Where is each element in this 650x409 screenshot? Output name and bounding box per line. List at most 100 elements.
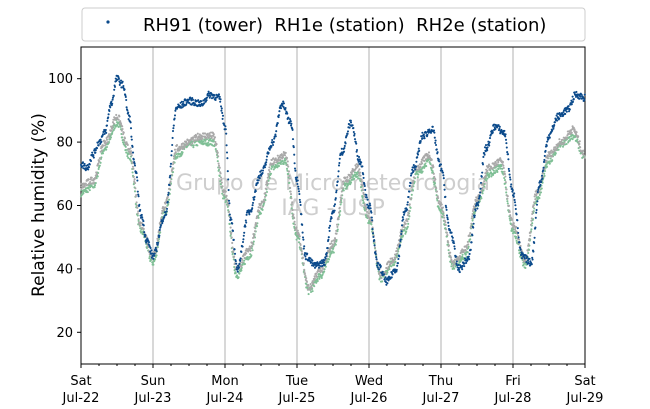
data-point (227, 188, 230, 192)
data-point (501, 170, 505, 173)
data-point (494, 128, 497, 131)
data-point (309, 288, 312, 291)
data-point (295, 226, 298, 229)
data-point (171, 163, 175, 166)
data-point (132, 158, 135, 161)
data-point (163, 216, 166, 219)
data-point (233, 255, 236, 258)
data-point (117, 125, 120, 129)
data-point (290, 122, 293, 125)
data-point (289, 190, 292, 193)
data-point (240, 265, 243, 268)
data-point (493, 165, 497, 168)
data-point (503, 170, 506, 173)
data-point (81, 161, 85, 164)
data-point (142, 227, 145, 231)
data-point (203, 132, 207, 135)
data-point (225, 151, 229, 154)
data-point (509, 185, 512, 188)
data-point (506, 197, 509, 200)
data-point (441, 169, 444, 172)
data-point (110, 129, 113, 132)
data-point (310, 284, 313, 287)
data-point (137, 210, 140, 213)
data-point (333, 237, 337, 240)
data-point (363, 195, 366, 198)
data-point (515, 226, 518, 229)
data-point (449, 251, 452, 254)
data-point (436, 195, 439, 198)
data-point (407, 211, 410, 214)
data-point (261, 171, 264, 175)
data-point (155, 250, 158, 253)
y-tick-label: 20 (56, 326, 73, 341)
data-point (231, 222, 234, 225)
data-point (533, 207, 536, 210)
data-point (212, 96, 215, 99)
data-point (360, 161, 363, 164)
data-point (440, 203, 443, 206)
y-axis: 20 40 60 80 100 (48, 72, 81, 341)
data-point (231, 246, 234, 249)
data-point (339, 201, 342, 204)
data-point (99, 157, 102, 160)
data-point (126, 109, 129, 112)
data-point (297, 185, 300, 188)
data-point (281, 156, 285, 159)
data-point (470, 217, 473, 220)
data-point (243, 262, 247, 266)
data-point (232, 249, 235, 253)
data-point (430, 158, 433, 161)
data-point (165, 213, 168, 216)
data-point (205, 136, 208, 139)
data-point (127, 111, 130, 114)
data-point (321, 262, 324, 265)
data-point (490, 175, 493, 178)
data-point (510, 183, 513, 186)
data-point (348, 126, 351, 129)
data-point (483, 152, 486, 155)
data-point (203, 142, 207, 145)
data-point (198, 103, 201, 106)
data-point (355, 173, 359, 176)
data-point (272, 157, 275, 160)
data-point (190, 99, 193, 102)
data-point (94, 176, 97, 179)
data-point (438, 160, 441, 163)
data-point (85, 164, 88, 167)
data-point (89, 180, 92, 184)
data-point (221, 114, 225, 117)
data-point (509, 219, 512, 222)
data-point (131, 162, 134, 165)
data-point (245, 213, 248, 216)
data-point (92, 154, 95, 157)
data-point (297, 190, 301, 193)
data-point (136, 206, 139, 209)
x-tick-date: Jul-29 (566, 391, 604, 406)
data-point (446, 216, 449, 219)
data-point (86, 191, 89, 194)
data-point (298, 235, 301, 238)
data-point (268, 166, 271, 169)
data-point (207, 90, 210, 93)
data-point (333, 245, 336, 248)
data-point (398, 242, 401, 245)
data-point (541, 172, 544, 175)
data-point (352, 126, 355, 130)
data-point (463, 262, 466, 265)
data-point (466, 259, 469, 262)
data-point (361, 189, 365, 192)
data-point (150, 249, 153, 252)
data-point (541, 177, 544, 180)
data-point (535, 209, 538, 212)
data-point (548, 162, 551, 165)
data-point (353, 177, 356, 180)
data-point (380, 277, 383, 280)
data-point (330, 242, 333, 245)
data-point (497, 124, 500, 127)
data-point (257, 174, 261, 177)
data-point (173, 114, 177, 117)
data-point (212, 134, 215, 137)
data-point (441, 171, 445, 174)
data-point (373, 244, 376, 247)
